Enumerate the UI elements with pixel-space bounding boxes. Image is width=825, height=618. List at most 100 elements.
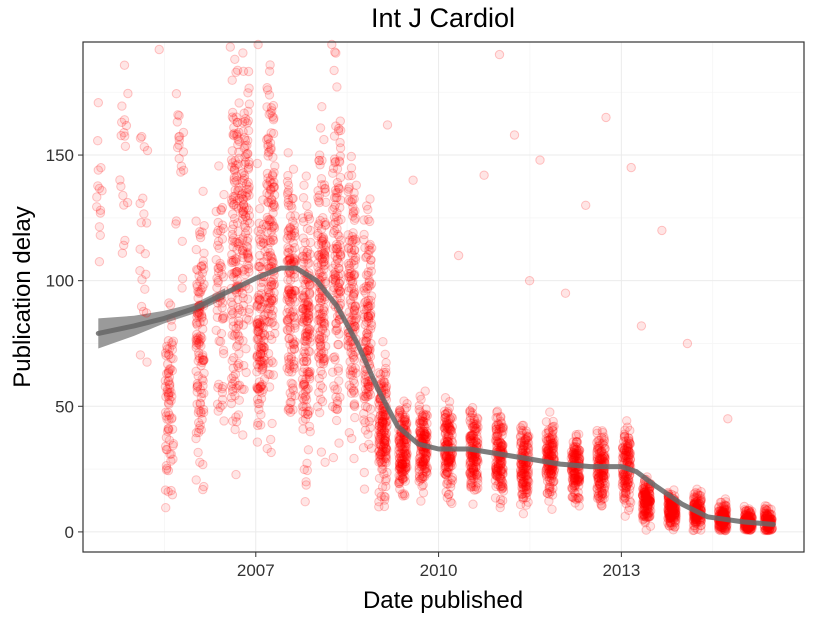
data-point (252, 394, 263, 405)
data-point (254, 294, 264, 304)
data-point (268, 208, 278, 218)
data-point (287, 334, 298, 344)
data-point (305, 249, 315, 259)
data-point (195, 318, 205, 328)
data-point (657, 225, 667, 236)
data-point (232, 65, 243, 76)
data-point (299, 313, 310, 323)
data-point (318, 359, 329, 369)
data-point (177, 273, 188, 284)
data-point (288, 164, 299, 174)
data-point (303, 211, 313, 222)
data-point (524, 276, 535, 286)
data-point (268, 296, 278, 306)
data-point (283, 190, 293, 200)
data-point (232, 218, 243, 228)
data-point (270, 328, 280, 339)
data-point (259, 297, 270, 307)
data-point (301, 391, 311, 401)
data-point (234, 335, 245, 345)
data-point (238, 235, 248, 245)
data-point (287, 367, 297, 377)
data-point (283, 275, 293, 285)
data-point (304, 289, 315, 300)
data-point (231, 201, 242, 212)
data-point (304, 367, 314, 377)
data-point (597, 491, 608, 501)
data-point (304, 347, 315, 357)
data-point (267, 295, 277, 305)
data-point (315, 408, 325, 418)
data-point (242, 260, 252, 270)
data-point (165, 300, 176, 310)
data-point (212, 283, 222, 293)
data-point (244, 308, 254, 318)
data-point (284, 185, 294, 196)
data-point (197, 268, 208, 278)
data-point (193, 286, 203, 297)
data-point (227, 75, 237, 85)
data-point (350, 245, 360, 255)
data-point (299, 464, 309, 475)
data-point (261, 221, 272, 231)
data-point (233, 410, 244, 420)
data-point (193, 371, 203, 381)
data-point (254, 295, 264, 305)
data-point (242, 140, 252, 151)
data-point (268, 275, 279, 285)
data-point (269, 182, 279, 192)
data-point (217, 302, 227, 313)
data-point (199, 264, 209, 274)
data-point (119, 240, 129, 251)
data-point (304, 307, 314, 317)
data-point (243, 116, 254, 126)
data-point (243, 88, 253, 98)
data-point (268, 202, 278, 213)
data-point (226, 373, 237, 384)
data-point (244, 211, 255, 221)
data-point (319, 312, 329, 323)
data-point (330, 384, 340, 394)
data-point (304, 279, 315, 289)
data-point (241, 314, 252, 324)
data-point (399, 489, 409, 499)
data-point (255, 381, 265, 391)
data-point (238, 175, 248, 186)
data-point (197, 355, 208, 366)
data-point (198, 316, 209, 327)
data-point (267, 418, 277, 429)
data-point (262, 179, 272, 189)
data-point (332, 244, 342, 254)
data-point (316, 267, 326, 278)
data-point (193, 338, 204, 348)
data-point (258, 314, 268, 325)
data-point (196, 425, 206, 435)
data-point (193, 408, 204, 418)
data-point (244, 182, 254, 192)
data-point (314, 240, 324, 250)
data-point (313, 250, 323, 261)
data-point (302, 329, 313, 339)
data-point (263, 309, 273, 319)
data-point (173, 110, 183, 120)
data-point (491, 466, 501, 477)
data-point (268, 232, 278, 242)
data-point (255, 237, 266, 247)
data-point (303, 300, 313, 311)
data-point (254, 234, 265, 245)
data-point (230, 391, 240, 401)
data-point (163, 368, 174, 378)
data-point (253, 299, 263, 309)
data-point (319, 318, 329, 328)
data-point (242, 184, 252, 194)
data-point (117, 101, 127, 111)
data-point (620, 480, 631, 491)
data-point (252, 437, 263, 447)
data-point (284, 248, 294, 258)
data-point (320, 183, 330, 194)
data-point (331, 193, 341, 203)
data-point (335, 276, 346, 286)
data-point (213, 277, 223, 288)
data-point (118, 190, 128, 201)
data-point (546, 486, 557, 497)
